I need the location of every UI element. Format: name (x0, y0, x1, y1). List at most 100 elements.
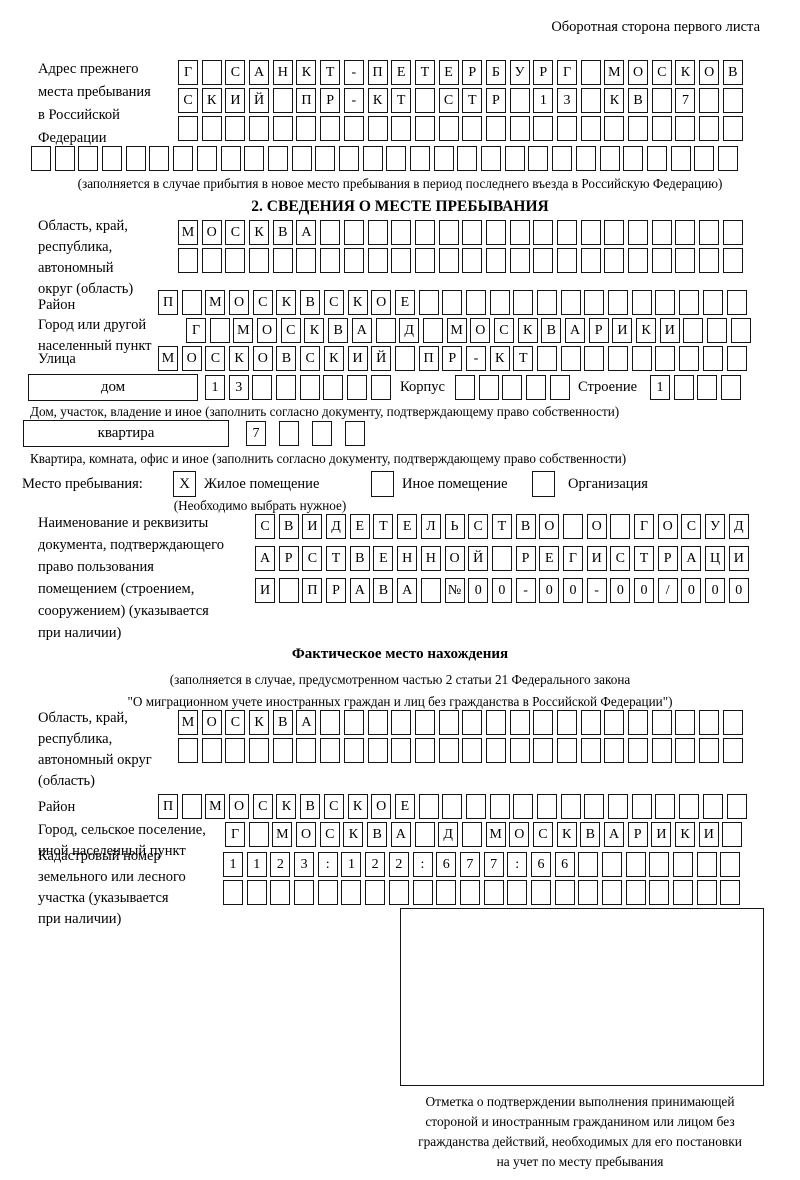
char-cell: - (586, 578, 607, 603)
char-cell: О (257, 318, 278, 343)
char-cell: Т (513, 346, 534, 371)
char-cell (414, 220, 435, 245)
char-cell (673, 852, 694, 877)
char-cell: Г (178, 60, 198, 85)
char-cell (442, 794, 463, 819)
char-cell: Т (491, 514, 512, 539)
char-cell (580, 60, 601, 85)
char-cell (481, 146, 502, 171)
char-cell: О (470, 318, 491, 343)
char-cell (537, 290, 557, 315)
char-cell: Й (468, 546, 489, 571)
char-cell: 1 (223, 852, 243, 877)
char-cell: У (509, 60, 530, 85)
act-oblast-row-2 (178, 738, 743, 763)
char-cell: О (628, 60, 649, 85)
char-cell: О (201, 220, 222, 245)
char-cell (362, 146, 383, 171)
doc-row-3: И П Р А В А № 0 0-0 0-0 0/0 0 0 (255, 578, 749, 603)
char-cell: Е (394, 290, 415, 315)
char-cell (436, 880, 457, 905)
char-cell (604, 738, 625, 763)
char-cell: О (229, 794, 250, 819)
char-cell: Б (485, 60, 506, 85)
char-cell: Е (349, 514, 370, 539)
char-cell: Н (397, 546, 418, 571)
char-cell (699, 116, 720, 141)
checkbox-zhiloe[interactable]: X (173, 471, 196, 497)
char-cell (391, 738, 412, 763)
char-cell: И (255, 578, 275, 603)
char-cell (699, 88, 720, 113)
char-cell (726, 346, 747, 371)
char-cell (201, 116, 222, 141)
char-cell (602, 852, 622, 877)
stay-option-label-org: Организация (568, 476, 648, 492)
prev-address-row-3 (178, 116, 743, 141)
char-cell (602, 880, 622, 905)
char-cell: Й (371, 346, 392, 371)
char-cell (343, 710, 364, 735)
char-cell (697, 375, 718, 400)
char-cell: А (390, 822, 411, 847)
char-cell (530, 880, 551, 905)
char-cell: 3 (294, 852, 315, 877)
char-cell: - (343, 88, 364, 113)
char-cell (610, 514, 631, 539)
char-cell (554, 880, 575, 905)
char-cell (478, 375, 499, 400)
char-cell: М (178, 710, 198, 735)
char-cell: П (158, 290, 178, 315)
char-cell (102, 146, 123, 171)
char-cell (537, 346, 557, 371)
char-cell (584, 290, 605, 315)
checkbox-organizatsiya[interactable] (532, 471, 555, 497)
char-cell (489, 794, 510, 819)
char-cell (557, 116, 577, 141)
actual-note-1: (заполняется в случае, предусмотренном ч… (169, 672, 631, 687)
char-cell: О (586, 514, 607, 539)
char-cell: № (444, 578, 465, 603)
char-cell (509, 710, 530, 735)
char-cell (485, 738, 506, 763)
char-cell: М (178, 220, 198, 245)
char-cell (707, 318, 728, 343)
char-cell (343, 116, 364, 141)
char-cell: У (705, 514, 726, 539)
checkbox-inoe[interactable] (371, 471, 394, 497)
char-cell: 6 (436, 852, 457, 877)
char-cell (461, 822, 482, 847)
confirmation-mark-box (400, 908, 764, 1086)
char-cell (549, 375, 570, 400)
act-gorod-label: Город, сельское поселение, иной населенн… (38, 822, 206, 859)
char-cell (717, 146, 738, 171)
char-cell: Т (414, 60, 435, 85)
char-cell: В (272, 220, 293, 245)
char-cell (181, 290, 202, 315)
char-cell: 7 (483, 852, 504, 877)
char-cell (345, 421, 365, 446)
char-cell: 2 (388, 852, 409, 877)
char-cell (438, 248, 459, 273)
char-cell: О (296, 822, 317, 847)
char-cell (702, 794, 723, 819)
char-cell: В (276, 346, 297, 371)
char-cell (391, 710, 412, 735)
char-cell (683, 318, 704, 343)
char-cell (178, 116, 198, 141)
dom-field-box: дом (28, 374, 198, 401)
char-cell: - (465, 346, 486, 371)
char-cell: Р (533, 60, 554, 85)
char-cell: В (328, 318, 349, 343)
char-cell (272, 738, 293, 763)
dom-caption: Дом, участок, владение и иное (заполнить… (30, 404, 620, 419)
char-cell (625, 880, 646, 905)
char-cell: С (178, 88, 198, 113)
char-cell: В (300, 794, 321, 819)
char-cell (276, 375, 297, 400)
